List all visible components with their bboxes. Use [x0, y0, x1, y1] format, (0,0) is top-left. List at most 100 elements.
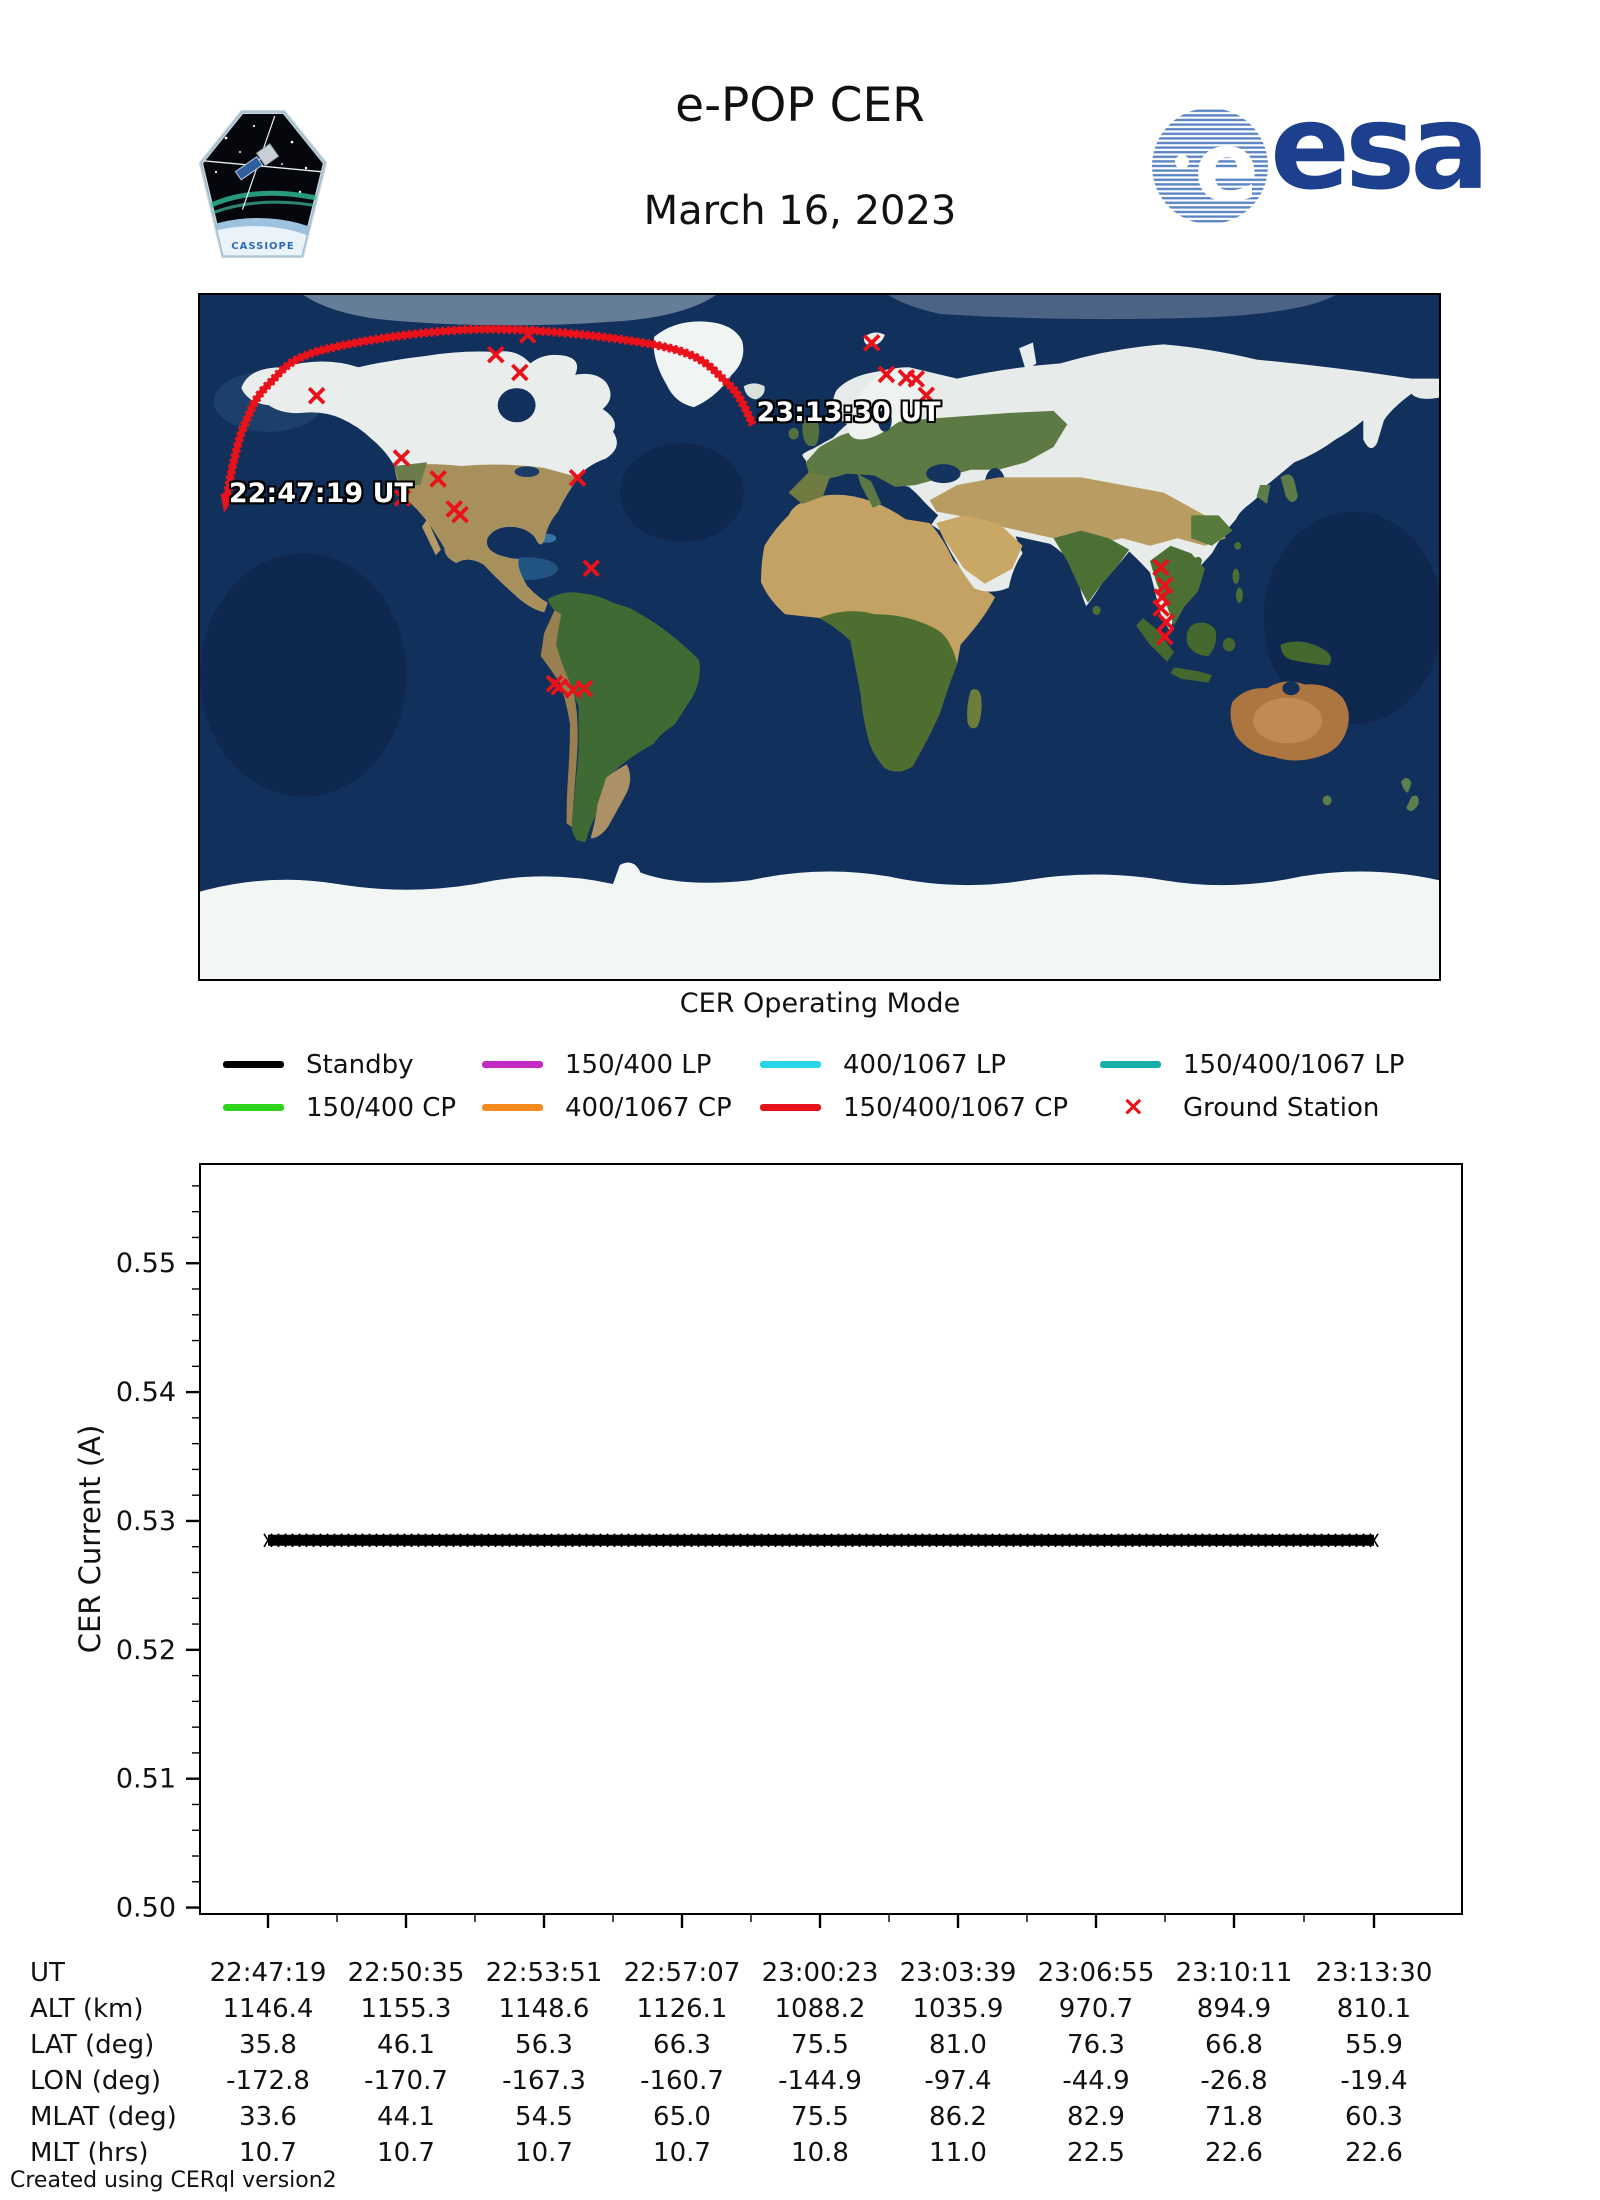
- legend-item-label: Ground Station: [1183, 1093, 1380, 1123]
- table-cell: 55.9: [1345, 2030, 1403, 2060]
- ground-station-marker: [1156, 627, 1174, 646]
- table-cell: 10.7: [515, 2138, 573, 2168]
- cer-current-chart: 0.50 0.51 0.52 0.53 0.54 0.55 CER Current (A): [0, 1140, 1600, 1960]
- table-cell: 1155.3: [360, 1994, 452, 2024]
- legend-swatch-150-400-1067-lp: [1100, 1061, 1161, 1068]
- table-cell: 22:57:07: [623, 1958, 741, 1988]
- table-cell: -97.4: [924, 2066, 992, 2096]
- y-tick-label: 0.50: [116, 1893, 176, 1924]
- ground-station-marker: [393, 489, 412, 507]
- table-cell: 75.5: [791, 2102, 849, 2132]
- ground-station-marker: [307, 386, 326, 405]
- table-cell: 11.0: [929, 2138, 987, 2168]
- table-cell: 1148.6: [498, 1994, 590, 2024]
- table-row-label: MLAT (deg): [30, 2102, 177, 2132]
- table-cell: -160.7: [640, 2066, 724, 2096]
- legend-item-label: 400/1067 LP: [843, 1050, 1006, 1080]
- table-cell: -172.8: [226, 2066, 310, 2096]
- table-cell: 22:53:51: [485, 1958, 603, 1988]
- legend-item-label: Standby: [306, 1050, 414, 1080]
- ground-station-marker: [518, 326, 537, 344]
- legend-swatch-150-400-lp: [482, 1061, 543, 1068]
- table-cell: -44.9: [1062, 2066, 1130, 2096]
- table-cell: -167.3: [502, 2066, 586, 2096]
- y-tick-label: 0.54: [116, 1377, 176, 1408]
- ground-station-marker: [568, 468, 587, 487]
- ground-station-marker: [511, 363, 529, 382]
- table-cell: 23:06:55: [1037, 1958, 1155, 1988]
- table-cell: 22.6: [1205, 2138, 1263, 2168]
- table-cell: 33.6: [239, 2102, 297, 2132]
- patch-label: CASSIOPE: [231, 241, 294, 252]
- footer-note: Created using CERql version2: [10, 2168, 337, 2193]
- legend-swatch-150-400-cp: [223, 1104, 284, 1111]
- ground-station-marker: [451, 505, 469, 524]
- table-cell: 22:47:19: [209, 1958, 327, 1988]
- world-map-basemap: [200, 295, 1439, 979]
- table-cell: 44.1: [377, 2102, 435, 2132]
- ground-station-marker: [1152, 599, 1170, 617]
- table-cell: 23:03:39: [899, 1958, 1017, 1988]
- table-cell: 22.6: [1345, 2138, 1403, 2168]
- ground-station-marker: [862, 334, 881, 352]
- table-row-label: MLT (hrs): [30, 2138, 149, 2168]
- satellite-track: [220, 324, 757, 513]
- table-cell: 10.7: [377, 2138, 435, 2168]
- legend-item-label: 150/400/1067 CP: [843, 1093, 1069, 1123]
- esa-wordmark: esa: [1270, 78, 1490, 216]
- legend-item-label: 150/400/1067 LP: [1183, 1050, 1405, 1080]
- ground-station-marker: [392, 449, 411, 467]
- table-cell: 65.0: [653, 2102, 711, 2132]
- ground-station-marker: [917, 386, 936, 405]
- ground-station-marker: [582, 559, 601, 578]
- ground-station-marker: [429, 470, 447, 488]
- ground-station-marker: [550, 677, 569, 696]
- table-cell: 54.5: [515, 2102, 573, 2132]
- table-cell: 46.1: [377, 2030, 435, 2060]
- track-arrowhead-icon: [220, 493, 235, 513]
- map-overlay: [220, 324, 1175, 699]
- cassiope-mission-patch-icon: CASSIOPE: [196, 108, 330, 262]
- table-cell: -144.9: [778, 2066, 862, 2096]
- page-date: March 16, 2023: [643, 188, 957, 234]
- table-cell: 22:50:35: [347, 1958, 465, 1988]
- table-cell: -170.7: [364, 2066, 448, 2096]
- table-cell: 75.5: [791, 2030, 849, 2060]
- ground-station-marker: [877, 365, 896, 384]
- legend-item-label: 150/400 LP: [565, 1050, 712, 1080]
- table-cell: 23:13:30: [1315, 1958, 1433, 1988]
- table-cell: 23:00:23: [761, 1958, 879, 1988]
- legend-title: CER Operating Mode: [679, 988, 961, 1019]
- table-cell: 1146.4: [222, 1994, 314, 2024]
- world-map: 22:47:19 UT 23:13:30 UT: [198, 293, 1441, 981]
- legend-ground-station-marker-icon: ×: [1122, 1091, 1145, 1122]
- ground-station-marker: [1152, 558, 1170, 577]
- track-end-label: 23:13:30 UT: [756, 397, 941, 429]
- table-cell: 81.0: [929, 2030, 987, 2060]
- legend-item-label: 400/1067 CP: [565, 1093, 732, 1123]
- y-tick-label: 0.51: [116, 1764, 176, 1795]
- y-tick-label: 0.55: [116, 1248, 176, 1279]
- table-cell: 60.3: [1345, 2102, 1403, 2132]
- table-cell: 23:10:11: [1175, 1958, 1293, 1988]
- table-cell: 56.3: [515, 2030, 573, 2060]
- table-row-label: LAT (deg): [30, 2030, 155, 2060]
- table-cell: 66.3: [653, 2030, 711, 2060]
- table-cell: 894.9: [1196, 1994, 1272, 2024]
- table-cell: 1035.9: [912, 1994, 1004, 2024]
- table-row-label: UT: [30, 1958, 65, 1988]
- ground-station-marker: [487, 345, 505, 364]
- table-cell: 810.1: [1336, 1994, 1412, 2024]
- table-cell: 1126.1: [636, 1994, 728, 2024]
- svg-text:e: e: [1194, 111, 1259, 223]
- ground-stations: [307, 326, 1175, 699]
- legend-item-label: 150/400 CP: [306, 1093, 457, 1123]
- track-start-label: 22:47:19 UT: [228, 478, 413, 510]
- esa-logo-icon: e esa: [1148, 78, 1490, 244]
- table-cell: 970.7: [1058, 1994, 1134, 2024]
- table-cell: 10.8: [791, 2138, 849, 2168]
- table-cell: 76.3: [1067, 2030, 1125, 2060]
- table-cell: 66.8: [1205, 2030, 1263, 2060]
- table-cell: -26.8: [1200, 2066, 1268, 2096]
